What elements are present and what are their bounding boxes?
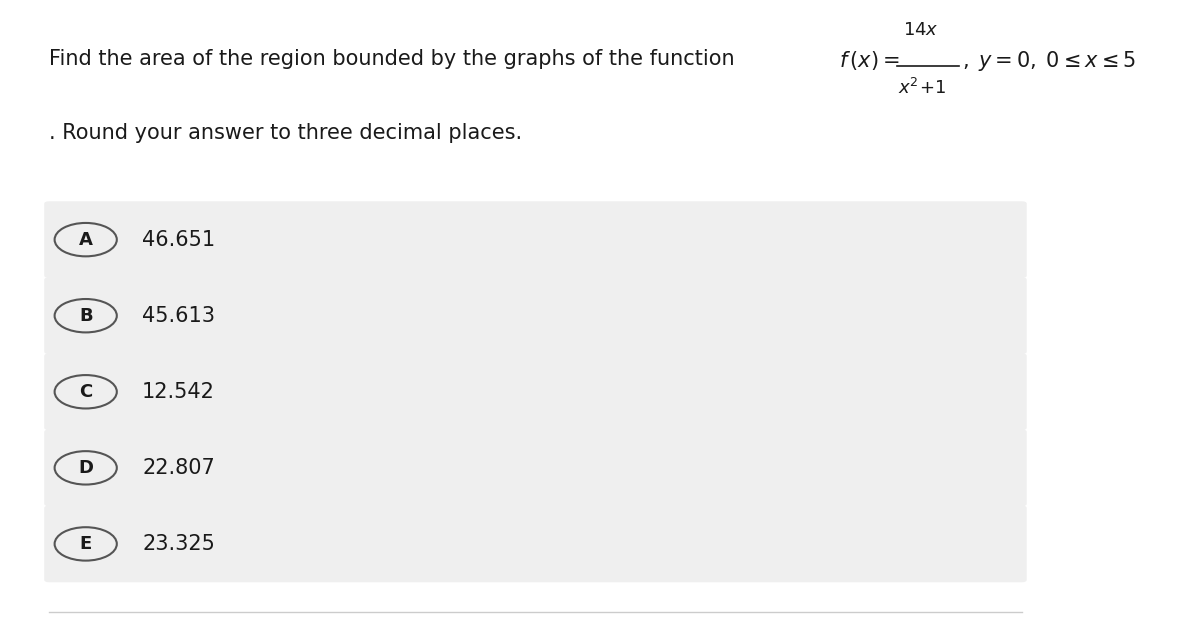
Text: 45.613: 45.613 [143,306,215,326]
Text: B: B [79,307,92,324]
Text: $14x$: $14x$ [903,21,940,39]
FancyBboxPatch shape [45,202,1027,278]
Text: . Round your answer to three decimal places.: . Round your answer to three decimal pla… [48,124,522,144]
Text: D: D [78,459,93,477]
FancyBboxPatch shape [45,277,1027,354]
FancyBboxPatch shape [45,353,1027,430]
Text: C: C [79,383,92,401]
Text: 12.542: 12.542 [143,382,215,402]
Text: 46.651: 46.651 [143,230,216,250]
Text: Find the area of the region bounded by the graphs of the function: Find the area of the region bounded by t… [48,49,735,69]
FancyBboxPatch shape [45,505,1027,582]
Text: 23.325: 23.325 [143,534,215,554]
Text: 22.807: 22.807 [143,458,215,478]
Text: A: A [79,231,93,248]
Text: E: E [80,535,92,553]
Text: $f\,(x)=$: $f\,(x)=$ [839,49,900,72]
FancyBboxPatch shape [45,429,1027,506]
Text: $x^2\!+\!1$: $x^2\!+\!1$ [897,78,947,99]
Text: $,\;y = 0,\;0 \leq x \leq 5$: $,\;y = 0,\;0 \leq x \leq 5$ [962,49,1137,73]
